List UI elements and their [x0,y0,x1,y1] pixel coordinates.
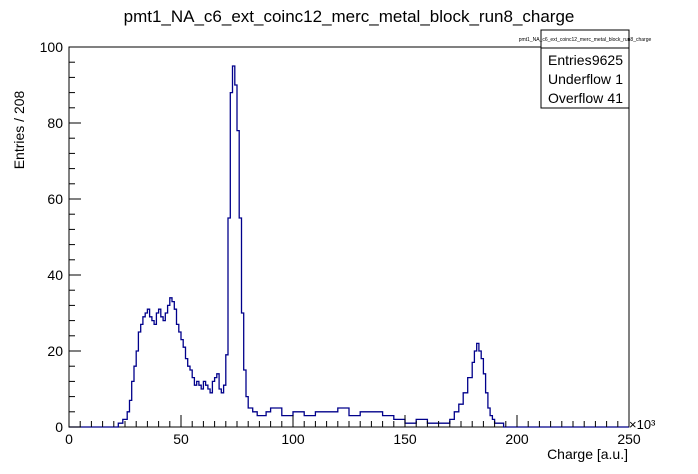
y-tick-label: 20 [47,343,63,359]
x-axis-label: Charge [a.u.] [547,446,628,462]
x-tick-label: 0 [65,431,73,447]
stats-overflow-label: Overflow [548,90,604,106]
x-tick-label: 50 [173,431,189,447]
x-axis: 0 50 100 150 200 250 [65,415,641,447]
stats-entries-label: Entries [548,52,592,68]
y-axis: 0 20 40 60 80 100 [40,39,81,435]
stats-overflow-value: 41 [607,90,623,106]
stats-box: pmt1_NA_c6_ext_coinc12_merc_metal_block_… [519,29,652,109]
y-tick-label: 100 [40,39,64,55]
x-tick-label: 200 [505,431,529,447]
y-tick-label: 60 [47,191,63,207]
x-tick-label: 150 [393,431,417,447]
chart-title: pmt1_NA_c6_ext_coinc12_merc_metal_block_… [124,7,575,26]
y-tick-label: 40 [47,267,63,283]
stats-underflow-label: Underflow [548,71,612,87]
data-layer [69,65,629,428]
x-tick-label: 100 [281,431,305,447]
x-multiplier-label: ×10³ [629,417,656,432]
y-tick-label: 80 [47,115,63,131]
x-tick-label: 250 [617,431,641,447]
stats-entries-value: 9625 [592,52,623,68]
y-tick-label: 0 [55,419,63,435]
stats-underflow-value: 1 [615,71,623,87]
histogram-series-line [69,65,629,428]
y-axis-label: Entries / 208 [11,90,27,169]
stats-box-title: pmt1_NA_c6_ext_coinc12_merc_metal_block_… [519,37,652,43]
